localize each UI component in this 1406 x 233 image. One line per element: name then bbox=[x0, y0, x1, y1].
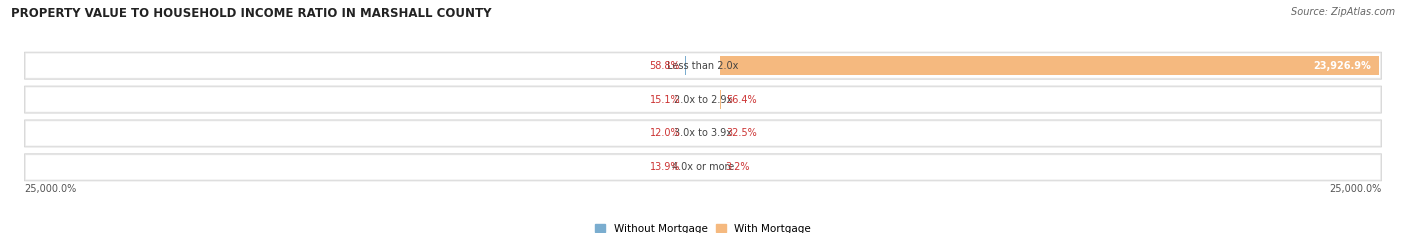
Bar bbox=[685, 56, 686, 75]
FancyBboxPatch shape bbox=[24, 154, 1382, 181]
Text: 4.0x or more: 4.0x or more bbox=[672, 162, 734, 172]
FancyBboxPatch shape bbox=[24, 86, 1382, 113]
Text: Source: ZipAtlas.com: Source: ZipAtlas.com bbox=[1291, 7, 1395, 17]
Legend: Without Mortgage, With Mortgage: Without Mortgage, With Mortgage bbox=[595, 224, 811, 233]
Text: 56.4%: 56.4% bbox=[727, 95, 758, 105]
FancyBboxPatch shape bbox=[24, 120, 1382, 147]
Text: 2.0x to 2.9x: 2.0x to 2.9x bbox=[673, 95, 733, 105]
Text: 15.1%: 15.1% bbox=[650, 95, 681, 105]
Text: 23,926.9%: 23,926.9% bbox=[1313, 61, 1371, 71]
FancyBboxPatch shape bbox=[25, 155, 1381, 180]
Text: Less than 2.0x: Less than 2.0x bbox=[668, 61, 738, 71]
FancyBboxPatch shape bbox=[25, 121, 1381, 146]
Text: 3.2%: 3.2% bbox=[725, 162, 749, 172]
Text: 25,000.0%: 25,000.0% bbox=[1329, 184, 1382, 194]
Bar bbox=[720, 56, 1379, 75]
Text: 32.5%: 32.5% bbox=[725, 128, 756, 138]
Text: 3.0x to 3.9x: 3.0x to 3.9x bbox=[673, 128, 733, 138]
Text: 13.9%: 13.9% bbox=[650, 162, 681, 172]
Text: 25,000.0%: 25,000.0% bbox=[24, 184, 77, 194]
Text: 12.0%: 12.0% bbox=[650, 128, 681, 138]
Text: 58.8%: 58.8% bbox=[648, 61, 679, 71]
FancyBboxPatch shape bbox=[24, 52, 1382, 79]
Bar bbox=[720, 90, 721, 109]
FancyBboxPatch shape bbox=[25, 87, 1381, 112]
FancyBboxPatch shape bbox=[25, 53, 1381, 78]
Text: PROPERTY VALUE TO HOUSEHOLD INCOME RATIO IN MARSHALL COUNTY: PROPERTY VALUE TO HOUSEHOLD INCOME RATIO… bbox=[11, 7, 492, 20]
